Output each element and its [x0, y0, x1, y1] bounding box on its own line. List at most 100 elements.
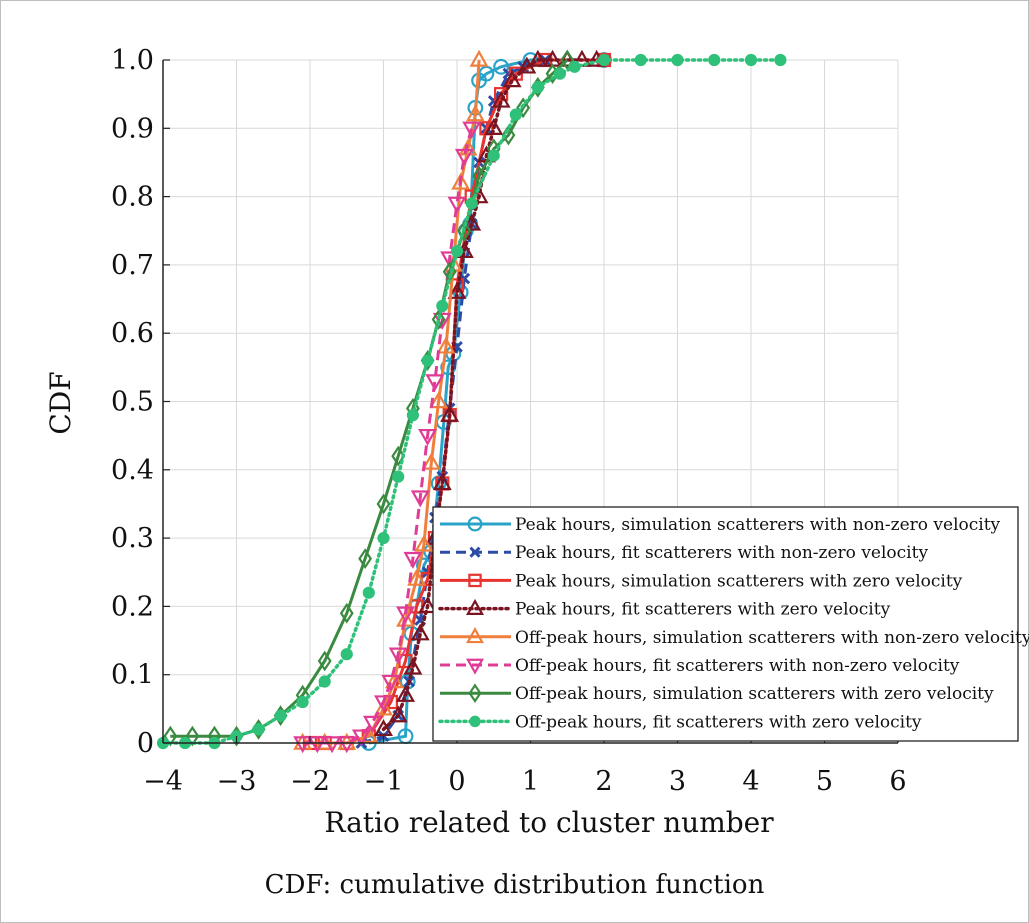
data-point — [465, 104, 485, 122]
x-tick-label: 2 — [595, 766, 612, 797]
legend: Peak hours, simulation scatterers with n… — [432, 506, 1029, 742]
x-tick-label: 5 — [816, 766, 833, 797]
data-point — [774, 53, 787, 67]
data-point — [351, 729, 371, 747]
data-point — [447, 196, 467, 214]
axis-frame — [162, 59, 899, 744]
data-point — [403, 551, 423, 569]
x-tick-label: −4 — [143, 766, 183, 797]
data-point — [377, 532, 390, 545]
x-tick-label: −1 — [364, 766, 404, 797]
data-point — [274, 709, 287, 722]
data-point — [462, 121, 482, 139]
data-point — [410, 490, 430, 508]
data-point — [388, 647, 408, 665]
data-point — [358, 548, 373, 569]
data-point — [468, 683, 482, 704]
y-tick-label: 0.5 — [111, 387, 154, 418]
data-point — [363, 715, 382, 733]
legend-label: Peak hours, fit scatterers with zero vel… — [515, 600, 891, 620]
data-point — [436, 336, 456, 354]
data-point — [374, 695, 393, 713]
y-tick-label: 0 — [137, 728, 154, 759]
data-point — [406, 409, 419, 422]
legend-item: Peak hours, fit scatterers with zero vel… — [438, 598, 891, 620]
x-tick-label: 0 — [448, 766, 465, 797]
data-point — [553, 67, 567, 80]
data-point — [468, 573, 482, 588]
legend-item: Peak hours, simulation scatterers with n… — [440, 515, 1001, 535]
data-point — [491, 90, 511, 108]
data-point — [385, 671, 404, 689]
data-point — [466, 598, 484, 615]
data-point — [421, 452, 441, 470]
legend-label: Off-peak hours, fit scatterers with zero… — [515, 712, 922, 732]
legend-item: Off-peak hours, fit scatterers with non-… — [440, 656, 960, 676]
data-point — [340, 648, 353, 661]
data-point — [317, 650, 332, 672]
data-point — [322, 736, 342, 754]
data-point — [414, 534, 434, 552]
y-tick-label: 0.6 — [111, 318, 154, 349]
data-point — [359, 725, 379, 743]
legend-label: Peak hours, fit scatterers with non-zero… — [515, 543, 928, 563]
data-point — [502, 67, 515, 80]
x-tick-label: −3 — [217, 766, 257, 797]
data-point — [447, 281, 467, 299]
y-tick-label: 0.3 — [111, 523, 154, 554]
data-point — [568, 60, 581, 73]
data-point — [374, 698, 393, 716]
legend-label: Off-peak hours, simulation scatterers wi… — [515, 684, 994, 704]
data-point — [388, 705, 408, 723]
data-point — [391, 445, 406, 467]
data-point — [376, 493, 391, 515]
data-point — [425, 374, 445, 392]
data-point — [531, 81, 544, 94]
data-point — [440, 404, 460, 422]
data-point — [337, 736, 357, 754]
y-tick-label: 1.0 — [111, 45, 154, 76]
data-point — [516, 97, 531, 119]
data-point — [465, 197, 478, 210]
data-point — [450, 245, 464, 258]
data-point — [597, 53, 611, 67]
data-point — [451, 172, 471, 190]
data-point — [431, 309, 446, 330]
data-point — [436, 299, 449, 312]
data-point — [469, 49, 489, 67]
data-point — [252, 723, 265, 736]
figure-caption: CDF: cumulative distribution function — [264, 870, 765, 900]
legend-box — [432, 506, 1019, 742]
data-point — [403, 657, 423, 675]
x-tick-label: 1 — [522, 766, 539, 797]
data-point — [307, 736, 327, 754]
data-point — [528, 49, 548, 67]
data-point — [410, 623, 430, 641]
data-point — [392, 470, 405, 483]
data-point — [381, 674, 401, 692]
data-point — [396, 606, 416, 624]
data-point — [744, 53, 758, 67]
y-tick-label: 0.2 — [111, 591, 154, 622]
cdf-chart: −4 −3 −2 −1 0 1 2 3 4 5 6 0 0.1 0.2 0.3 0.4 0.5 0.6 0.7 0.8… — [44, 45, 1029, 839]
data-point — [432, 473, 452, 491]
data-point — [421, 354, 434, 367]
x-tick-label: 4 — [742, 766, 759, 797]
data-point — [396, 684, 416, 702]
data-point — [469, 715, 481, 728]
data-point — [296, 695, 309, 709]
data-point — [454, 148, 474, 166]
tick-labels: −4 −3 −2 −1 0 1 2 3 4 5 6 0 0.1 0.2 0.3 0.4 0.5 0.6 0.7 0.8… — [111, 45, 907, 797]
legend-item: Peak hours, fit scatterers with non-zero… — [440, 543, 928, 563]
data-point — [458, 272, 471, 285]
legend-label: Peak hours, simulation scatterers with z… — [515, 571, 963, 591]
data-point — [469, 546, 481, 558]
legend-item: Off-peak hours, fit scatterers with zero… — [438, 712, 922, 732]
legend-label: Peak hours, simulation scatterers with n… — [515, 515, 1001, 535]
data-point — [457, 220, 472, 242]
legend-item: Peak hours, simulation scatterers with z… — [440, 571, 963, 591]
y-axis-label: CDF — [44, 371, 77, 434]
data-point — [671, 53, 684, 67]
data-point — [318, 675, 331, 688]
data-point — [466, 658, 484, 675]
